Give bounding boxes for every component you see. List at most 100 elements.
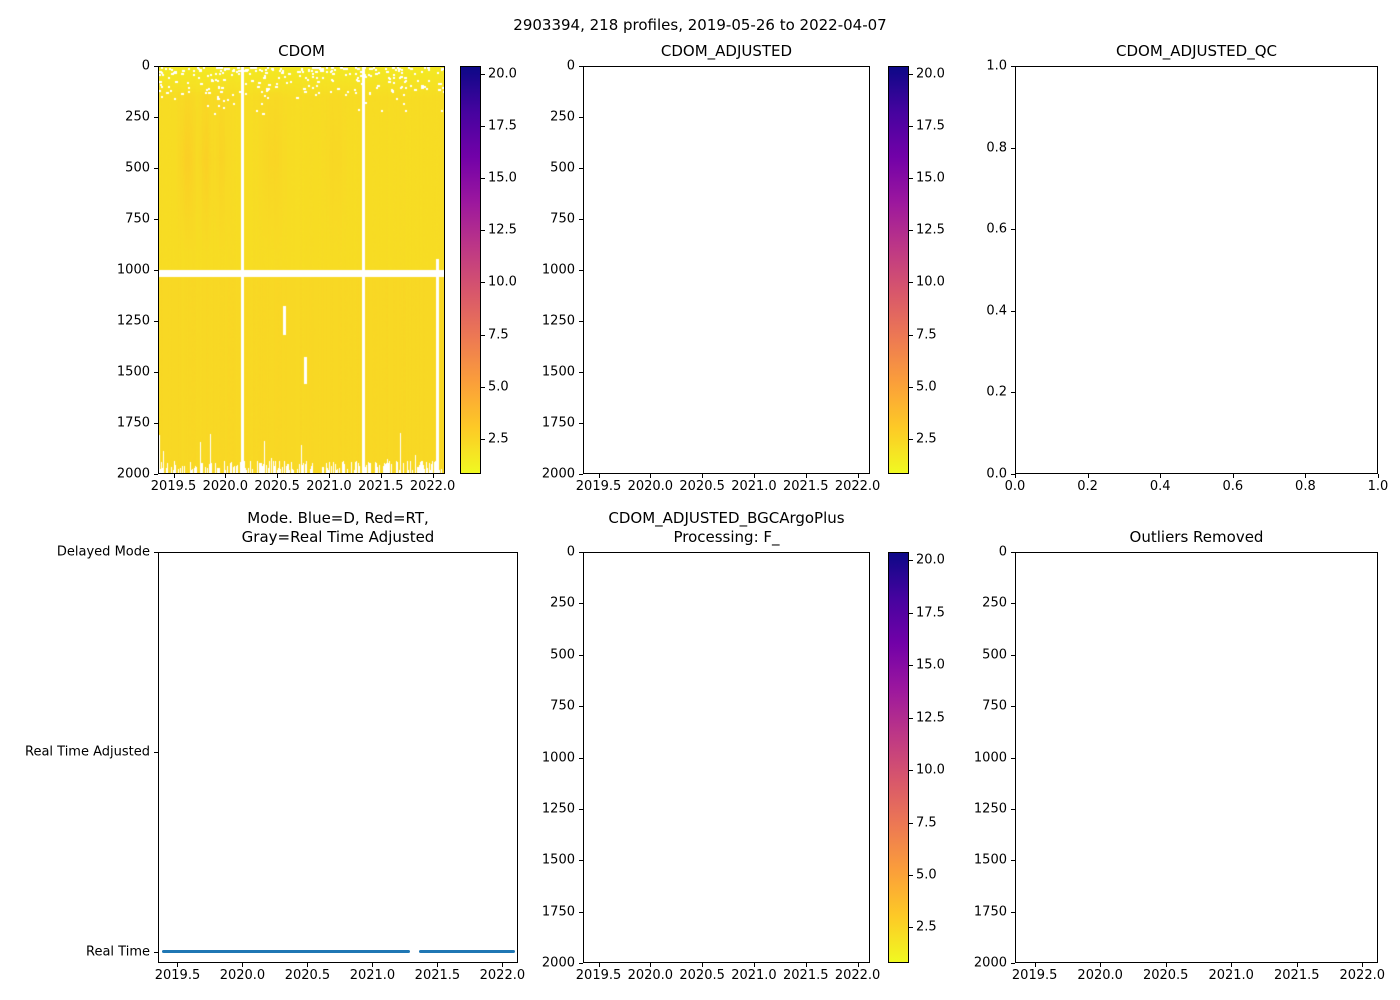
- colorbar-tick-label: 10.0: [916, 274, 945, 290]
- figure-suptitle: 2903394, 218 profiles, 2019-05-26 to 202…: [513, 16, 887, 34]
- y-tick-mark: [154, 321, 158, 322]
- y-tick-label: 1750: [973, 904, 1007, 920]
- y-tick-label: 250: [125, 109, 150, 125]
- colorbar-tick-label: 2.5: [916, 431, 937, 447]
- colorbar-tick-label: 5.0: [916, 379, 937, 395]
- cdom-heatmap-canvas: [159, 67, 444, 473]
- colorbar-tick-mark: [909, 386, 913, 388]
- y-tick-mark: [579, 603, 583, 605]
- y-tick-label: 2000: [541, 466, 575, 482]
- x-tick-label: 2019.5: [575, 479, 622, 494]
- x-tick-label: 2022.0: [479, 968, 526, 983]
- colorbar-tick-mark: [909, 438, 913, 440]
- y-tick-label: 0: [141, 58, 150, 74]
- y-tick-label: 500: [982, 647, 1007, 663]
- colorbar-tick-mark: [909, 230, 913, 232]
- colorbar-tick-label: 17.5: [488, 118, 517, 134]
- y-tick-label: 1000: [541, 262, 575, 278]
- colorbar-tick-label: 10.0: [488, 274, 517, 290]
- y-tick-mark: [579, 860, 583, 862]
- x-tick-mark: [1232, 474, 1234, 478]
- x-tick-mark: [702, 474, 704, 478]
- y-tick-label: 0: [566, 58, 575, 74]
- y-tick-mark: [579, 168, 583, 169]
- x-tick-mark: [277, 474, 279, 478]
- mode-series-segment: [161, 950, 411, 954]
- x-tick-mark: [173, 474, 175, 478]
- colorbar-tick-mark: [909, 178, 913, 180]
- y-tick-mark: [154, 423, 158, 424]
- subplot-title-cdom-adjusted: CDOM_ADJUSTED: [660, 42, 793, 60]
- colorbar-tick-label: 5.0: [488, 379, 509, 395]
- y-tick-mark: [1011, 911, 1015, 913]
- colorbar-tick-mark: [909, 74, 913, 76]
- x-tick-label: 2021.0: [731, 479, 777, 494]
- x-tick-mark: [1034, 963, 1036, 967]
- y-tick-label: 1750: [541, 415, 575, 431]
- x-tick-mark: [307, 963, 309, 967]
- x-tick-mark: [1305, 474, 1307, 478]
- y-tick-mark: [154, 219, 158, 220]
- y-tick-mark: [154, 270, 158, 271]
- x-tick-mark: [1165, 963, 1167, 967]
- x-tick-mark: [753, 963, 755, 967]
- y-tick-mark: [1011, 654, 1015, 656]
- colorbar-tick-mark: [909, 665, 913, 667]
- x-tick-label: 0.0: [1004, 479, 1026, 494]
- y-tick-mark: [1011, 392, 1015, 394]
- y-tick-mark: [1011, 808, 1015, 810]
- subplot-title-cdom-adjusted-qc: CDOM_ADJUSTED_QC: [1116, 42, 1277, 60]
- x-tick-label: 0.4: [1149, 479, 1171, 494]
- x-tick-mark: [650, 474, 652, 478]
- x-tick-mark: [1160, 474, 1162, 478]
- colorbar-tick-label: 20.0: [916, 66, 945, 82]
- colorbar-tick-mark: [909, 874, 913, 876]
- subplot-title-outliers-removed: Outliers Removed: [1129, 528, 1264, 546]
- x-tick-mark: [242, 963, 244, 967]
- mode-series-segment: [419, 950, 516, 954]
- y-tick-mark: [1011, 603, 1015, 605]
- y-tick-label: 750: [982, 698, 1007, 714]
- axes-outliers-removed: [1015, 552, 1378, 963]
- colorbar-tick-mark: [481, 386, 485, 388]
- x-tick-mark: [372, 963, 374, 967]
- x-tick-label: 1.0: [1367, 479, 1389, 494]
- x-tick-mark: [753, 474, 755, 478]
- x-tick-label: 2022.0: [834, 968, 881, 983]
- x-tick-label: 2020.0: [627, 479, 674, 494]
- y-tick-label: 500: [550, 160, 575, 176]
- y-tick-label: 1000: [973, 750, 1007, 765]
- colorbar-tick-mark: [481, 126, 485, 128]
- colorbar-tick-label: 7.5: [488, 327, 509, 343]
- colorbar-tick-label: 7.5: [916, 327, 937, 343]
- y-tick-label: 250: [550, 595, 575, 611]
- y-tick-label: 500: [550, 647, 575, 663]
- y-tick-label: 1750: [541, 904, 575, 920]
- colorbar-tick-mark: [481, 74, 485, 76]
- colorbar-cdom: [460, 66, 481, 474]
- y-tick-mark: [154, 751, 158, 753]
- x-tick-label: 2021.0: [1208, 968, 1254, 983]
- colorbar-tick-mark: [909, 770, 913, 772]
- x-tick-label: 2021.5: [783, 479, 829, 494]
- x-tick-mark: [1378, 474, 1379, 478]
- y-tick-label: 2000: [116, 466, 150, 482]
- x-tick-label: 0.2: [1077, 479, 1098, 494]
- y-tick-mark: [154, 372, 158, 373]
- x-tick-mark: [437, 963, 439, 967]
- y-tick-label: Real Time: [86, 944, 150, 960]
- y-tick-mark: [1011, 963, 1015, 964]
- x-tick-label: 2019.5: [150, 479, 197, 494]
- y-tick-label: 0: [998, 544, 1007, 560]
- x-tick-label: 2020.5: [284, 968, 331, 983]
- y-tick-mark: [1011, 310, 1015, 312]
- axes-cdom-adjusted-qc: [1015, 66, 1378, 474]
- y-tick-label: 1250: [541, 801, 575, 817]
- x-tick-mark: [380, 474, 382, 478]
- axes-cdom: [158, 66, 445, 474]
- y-tick-mark: [1011, 706, 1015, 708]
- x-tick-mark: [1362, 963, 1364, 967]
- x-tick-label: 2021.5: [1274, 968, 1320, 983]
- x-tick-label: 2021.5: [783, 968, 829, 983]
